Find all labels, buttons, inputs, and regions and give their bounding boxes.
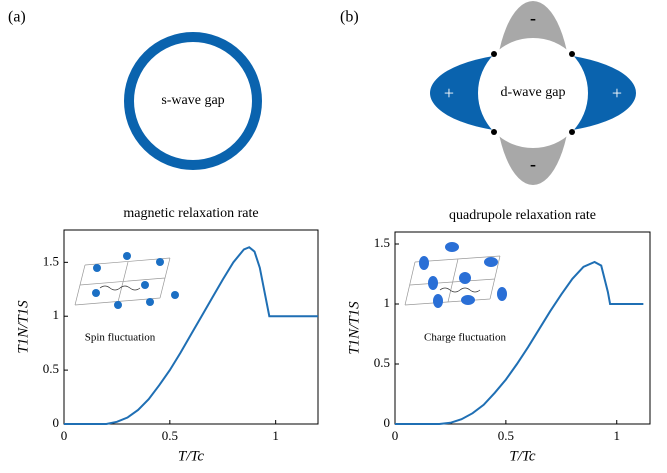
x-tick-label: 0	[61, 428, 68, 443]
plot-frame	[63, 229, 319, 425]
node	[491, 51, 497, 57]
x-axis-label: T/Tc	[178, 448, 204, 464]
y-tick-label: 1	[53, 307, 60, 322]
plot-frame	[394, 231, 651, 425]
sign: +	[612, 83, 622, 103]
y-tick-label: 1.5	[374, 235, 390, 250]
spin-markers	[92, 252, 179, 309]
y-tick-label: 1.5	[43, 253, 59, 268]
x-tick-label: 0.5	[162, 428, 178, 443]
y-tick-label: 0	[53, 415, 60, 430]
sign: -	[530, 154, 536, 174]
node	[491, 129, 497, 135]
y-tick-label: 0.5	[43, 361, 59, 376]
inset-label: Charge fluctuation	[424, 332, 506, 344]
x-tick-label: 1	[613, 428, 620, 443]
node	[569, 129, 575, 135]
s-wave-ring	[124, 32, 262, 170]
chart-title: magnetic relaxation rate	[123, 206, 258, 221]
y-tick-label: 0	[384, 415, 391, 430]
sign: -	[530, 8, 536, 28]
inset-label: Spin fluctuation	[85, 332, 156, 344]
panel-label: (b)	[340, 9, 359, 26]
data-line	[395, 260, 644, 425]
x-tick-label: 0	[392, 428, 399, 443]
x-tick-label: 1	[272, 428, 279, 443]
gap-label: s-wave gap	[161, 93, 224, 108]
gap-label: d-wave gap	[501, 85, 566, 100]
chart-title: quadrupole relaxation rate	[449, 208, 596, 223]
d-wave-center	[478, 38, 588, 148]
sign: +	[444, 83, 454, 103]
charge-markers	[419, 242, 507, 308]
node	[569, 51, 575, 57]
panel-label: (a)	[8, 9, 26, 26]
y-tick-label: 1	[384, 295, 391, 310]
data-line	[64, 246, 318, 425]
charge-inset	[404, 255, 501, 306]
x-tick-label: 0.5	[498, 428, 514, 443]
x-axis-label: T/Tc	[509, 448, 535, 464]
y-axis-label: T1N/T1S	[15, 300, 31, 354]
y-axis-label: T1N/T1S	[346, 301, 362, 355]
spin-inset	[74, 257, 171, 306]
y-tick-label: 0.5	[374, 355, 390, 370]
